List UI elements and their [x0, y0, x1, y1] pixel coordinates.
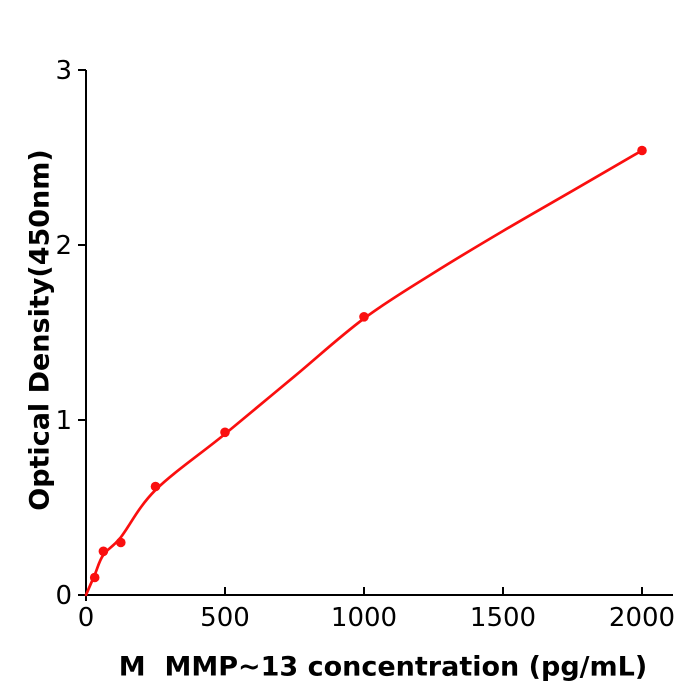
data-point-dot [98, 546, 109, 557]
y-axis-label: Optical Density(450nm) [24, 149, 56, 511]
x-tick-label-2000: 2000 [609, 603, 675, 633]
x-tick-label-1000: 1000 [331, 603, 397, 633]
data-point-dot [116, 537, 126, 548]
data-point-dot [89, 572, 100, 583]
y-tick-label-2: 2 [55, 231, 72, 261]
data-point-dot [359, 312, 369, 322]
x-tick-label-1500: 1500 [470, 603, 536, 633]
data-point-dot [637, 145, 647, 156]
y-tick-label-3: 3 [55, 56, 72, 86]
y-tick-label-1: 1 [55, 406, 72, 436]
data-point-dot [220, 427, 230, 438]
y-tick-label-0: 0 [55, 581, 72, 611]
fitted-curve-line [84, 149, 644, 597]
x-tick-label-0: 0 [78, 603, 95, 633]
x-axis-label: M MMP~13 concentration (pg/mL) [118, 651, 648, 683]
x-tick-label-500: 500 [200, 603, 250, 633]
data-point-dot [150, 481, 161, 492]
